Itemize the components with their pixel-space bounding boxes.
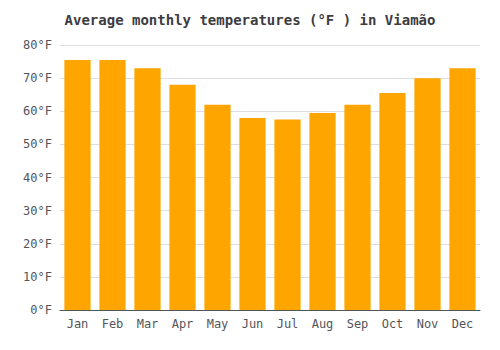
svg-text:0°F: 0°F [30,303,52,317]
svg-text:Jul: Jul [277,317,299,331]
svg-text:Apr: Apr [172,317,194,331]
svg-text:60°F: 60°F [23,104,52,118]
svg-text:80°F: 80°F [23,38,52,52]
svg-text:20°F: 20°F [23,237,52,251]
svg-text:40°F: 40°F [23,171,52,185]
svg-text:Dec: Dec [452,317,474,331]
svg-text:Jun: Jun [242,317,264,331]
svg-text:Aug: Aug [312,317,334,331]
svg-text:Oct: Oct [382,317,404,331]
svg-text:70°F: 70°F [23,71,52,85]
svg-text:Sep: Sep [347,317,369,331]
svg-text:Average monthly temperatures (: Average monthly temperatures (°F ) in Vi… [65,12,436,28]
svg-text:50°F: 50°F [23,137,52,151]
svg-text:Jan: Jan [67,317,89,331]
svg-text:Mar: Mar [137,317,159,331]
svg-text:May: May [207,317,229,331]
svg-text:30°F: 30°F [23,204,52,218]
svg-text:Feb: Feb [102,317,124,331]
svg-text:10°F: 10°F [23,270,52,284]
svg-text:Nov: Nov [417,317,439,331]
